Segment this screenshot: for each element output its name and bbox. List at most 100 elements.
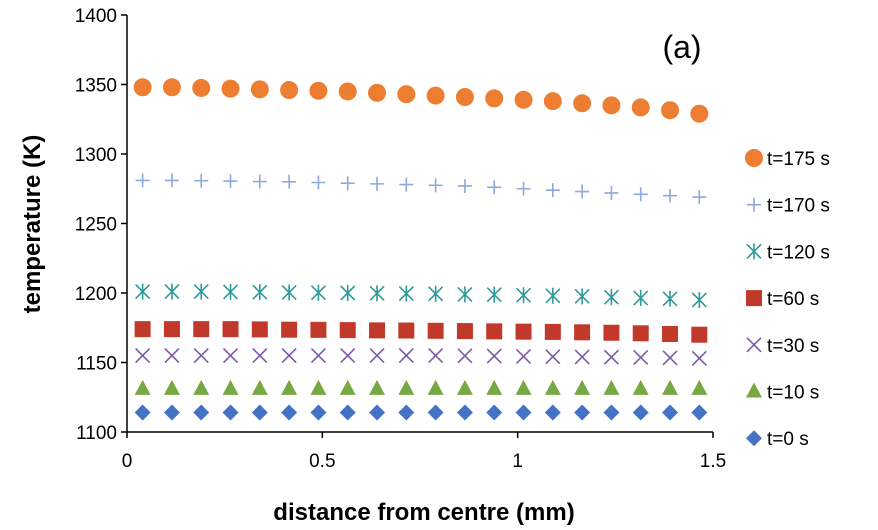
legend-item: t=170 s — [747, 196, 830, 217]
y-tick-label: 1100 — [76, 423, 117, 444]
data-point — [340, 347, 356, 364]
data-point — [633, 187, 648, 202]
data-point — [135, 173, 150, 188]
data-point — [604, 185, 619, 200]
data-point — [603, 349, 619, 365]
data-point — [339, 379, 356, 395]
legend-marker — [746, 290, 762, 307]
data-point — [456, 379, 473, 395]
data-point — [486, 286, 502, 303]
panel-annotation: (a) — [662, 29, 701, 65]
data-point — [193, 283, 209, 300]
data-point — [486, 348, 502, 364]
data-point — [457, 348, 473, 364]
legend-item: t=175 s — [745, 149, 830, 170]
data-point — [134, 404, 151, 421]
data-point — [691, 291, 707, 308]
data-point — [193, 404, 210, 421]
legend-marker — [746, 243, 762, 260]
series-layer — [133, 78, 709, 421]
data-point — [281, 284, 297, 301]
data-point — [457, 178, 472, 193]
data-point — [309, 81, 328, 100]
x-axis-ticks: 0 0.5 1 1.5 — [122, 432, 726, 472]
data-point — [398, 404, 415, 421]
legend-item: t=60 s — [746, 289, 819, 310]
data-point — [515, 404, 532, 421]
data-point — [368, 83, 387, 102]
data-point — [221, 79, 240, 98]
data-point — [193, 347, 209, 364]
data-point — [544, 404, 561, 421]
data-point — [252, 347, 268, 364]
data-point — [545, 183, 560, 198]
data-point — [134, 379, 151, 395]
data-point — [544, 379, 561, 395]
legend-item: t=10 s — [746, 382, 819, 404]
data-point — [163, 404, 180, 421]
data-point — [515, 348, 532, 364]
data-point — [310, 404, 327, 421]
data-point — [455, 88, 474, 107]
y-tick-label: 1300 — [75, 145, 117, 166]
y-tick-label: 1200 — [75, 284, 117, 305]
legend-item: t=120 s — [746, 242, 830, 263]
data-point — [574, 324, 591, 341]
data-point — [251, 404, 268, 421]
data-point — [338, 82, 357, 101]
data-point — [164, 347, 180, 364]
legend-item: t=0 s — [746, 429, 809, 450]
legend-label: t=0 s — [767, 429, 809, 450]
data-point — [486, 379, 503, 395]
data-point — [194, 173, 209, 188]
data-point — [164, 173, 179, 188]
data-point — [369, 285, 385, 302]
data-point — [280, 81, 299, 100]
data-point — [544, 323, 561, 340]
data-point — [574, 288, 590, 305]
data-point — [398, 379, 415, 395]
data-point — [134, 321, 151, 338]
data-point — [340, 176, 355, 191]
data-point — [515, 287, 532, 304]
data-point — [690, 104, 709, 123]
data-point — [632, 404, 649, 421]
data-point — [631, 98, 650, 117]
y-axis-title: temperature (K) — [19, 135, 46, 314]
data-point — [662, 290, 678, 307]
legend-label: t=10 s — [767, 383, 819, 404]
data-point — [663, 188, 678, 203]
data-point — [662, 404, 679, 421]
data-point — [603, 289, 619, 306]
x-tick-label: 0.5 — [309, 451, 335, 472]
data-point — [486, 404, 503, 421]
data-point — [573, 94, 592, 113]
data-point — [633, 290, 649, 307]
data-point — [575, 184, 590, 199]
legend-label: t=30 s — [767, 336, 819, 357]
data-point — [545, 349, 561, 365]
series-t-0-s — [134, 404, 708, 421]
data-point — [662, 379, 679, 395]
data-point — [487, 180, 502, 195]
data-point — [282, 174, 297, 189]
data-point — [164, 283, 180, 300]
data-point — [428, 285, 444, 302]
data-point — [398, 347, 414, 364]
x-tick-label: 0 — [122, 451, 133, 472]
data-point — [222, 404, 239, 421]
series-t-170-s — [135, 173, 707, 205]
legend-label: t=60 s — [767, 289, 819, 310]
data-point — [310, 321, 327, 338]
series-t-175-s — [133, 78, 709, 123]
data-point — [399, 177, 414, 192]
data-point — [340, 285, 356, 301]
data-point — [193, 321, 210, 338]
data-point — [574, 379, 591, 395]
data-point — [369, 379, 386, 395]
data-point — [543, 92, 562, 111]
data-point — [633, 349, 649, 366]
legend: t=175 s t=170 s t=120 s t=60 s t=30 s t=10 s t… — [745, 149, 830, 450]
y-tick-label: 1350 — [75, 76, 117, 97]
y-axis-ticks: 1100 1150 1200 1250 1300 1350 1400 — [75, 6, 127, 444]
